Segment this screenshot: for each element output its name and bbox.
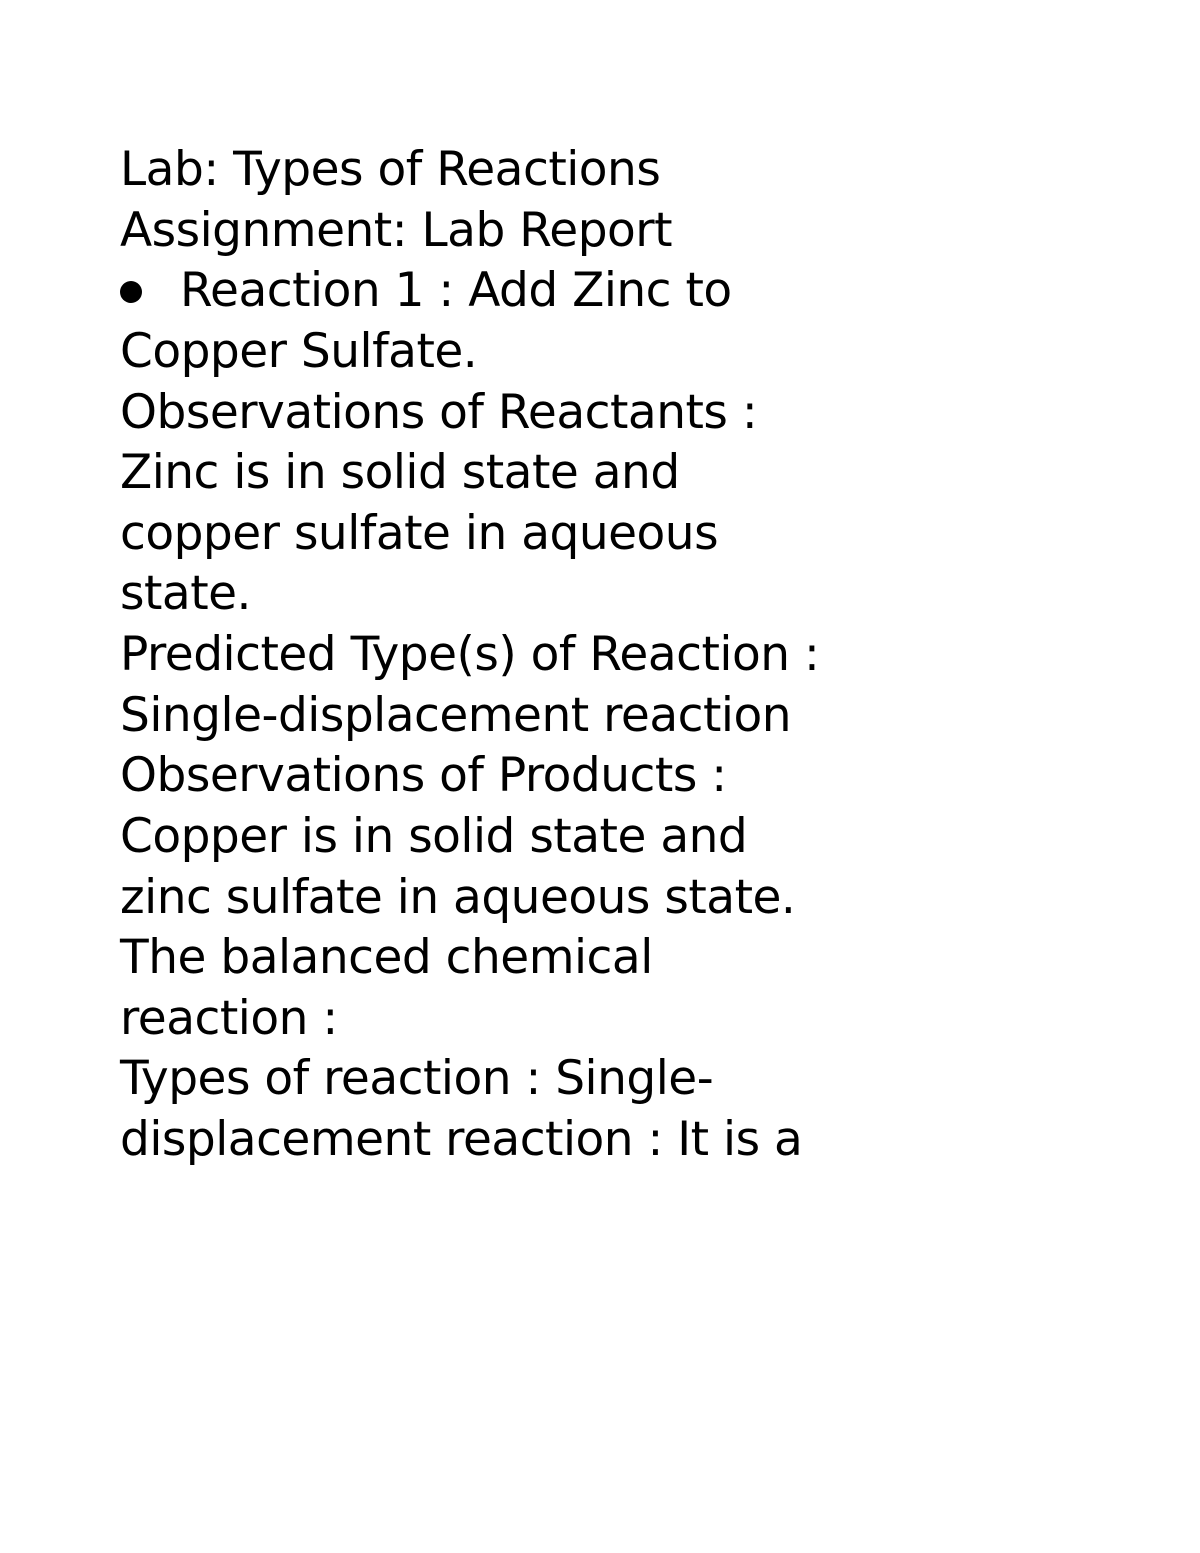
- text-line-13: zinc sulfate in aqueous state.: [120, 868, 1080, 929]
- bullet-text: Reaction 1 : Add Zinc to: [180, 261, 732, 322]
- text-line-10: Single-displacement reaction: [120, 686, 1080, 747]
- document-body: Lab: Types of Reactions Assignment: Lab …: [120, 140, 1080, 1171]
- text-line-11: Observations of Products :: [120, 746, 1080, 807]
- text-line-9: Predicted Type(s) of Reaction :: [120, 625, 1080, 686]
- text-line-15: reaction :: [120, 989, 1080, 1050]
- text-line-1: Lab: Types of Reactions: [120, 140, 1080, 201]
- bullet-icon: [120, 281, 142, 303]
- text-line-16: Types of reaction : Single-: [120, 1049, 1080, 1110]
- text-line-14: The balanced chemical: [120, 928, 1080, 989]
- text-line-12: Copper is in solid state and: [120, 807, 1080, 868]
- bullet-item-1: Reaction 1 : Add Zinc to: [120, 261, 1080, 322]
- text-line-4: Copper Sulfate.: [120, 322, 1080, 383]
- text-line-8: state.: [120, 564, 1080, 625]
- text-line-7: copper sulfate in aqueous: [120, 504, 1080, 565]
- text-line-2: Assignment: Lab Report: [120, 201, 1080, 262]
- text-line-17: displacement reaction : It is a: [120, 1110, 1080, 1171]
- text-line-6: Zinc is in solid state and: [120, 443, 1080, 504]
- text-line-5: Observations of Reactants :: [120, 383, 1080, 444]
